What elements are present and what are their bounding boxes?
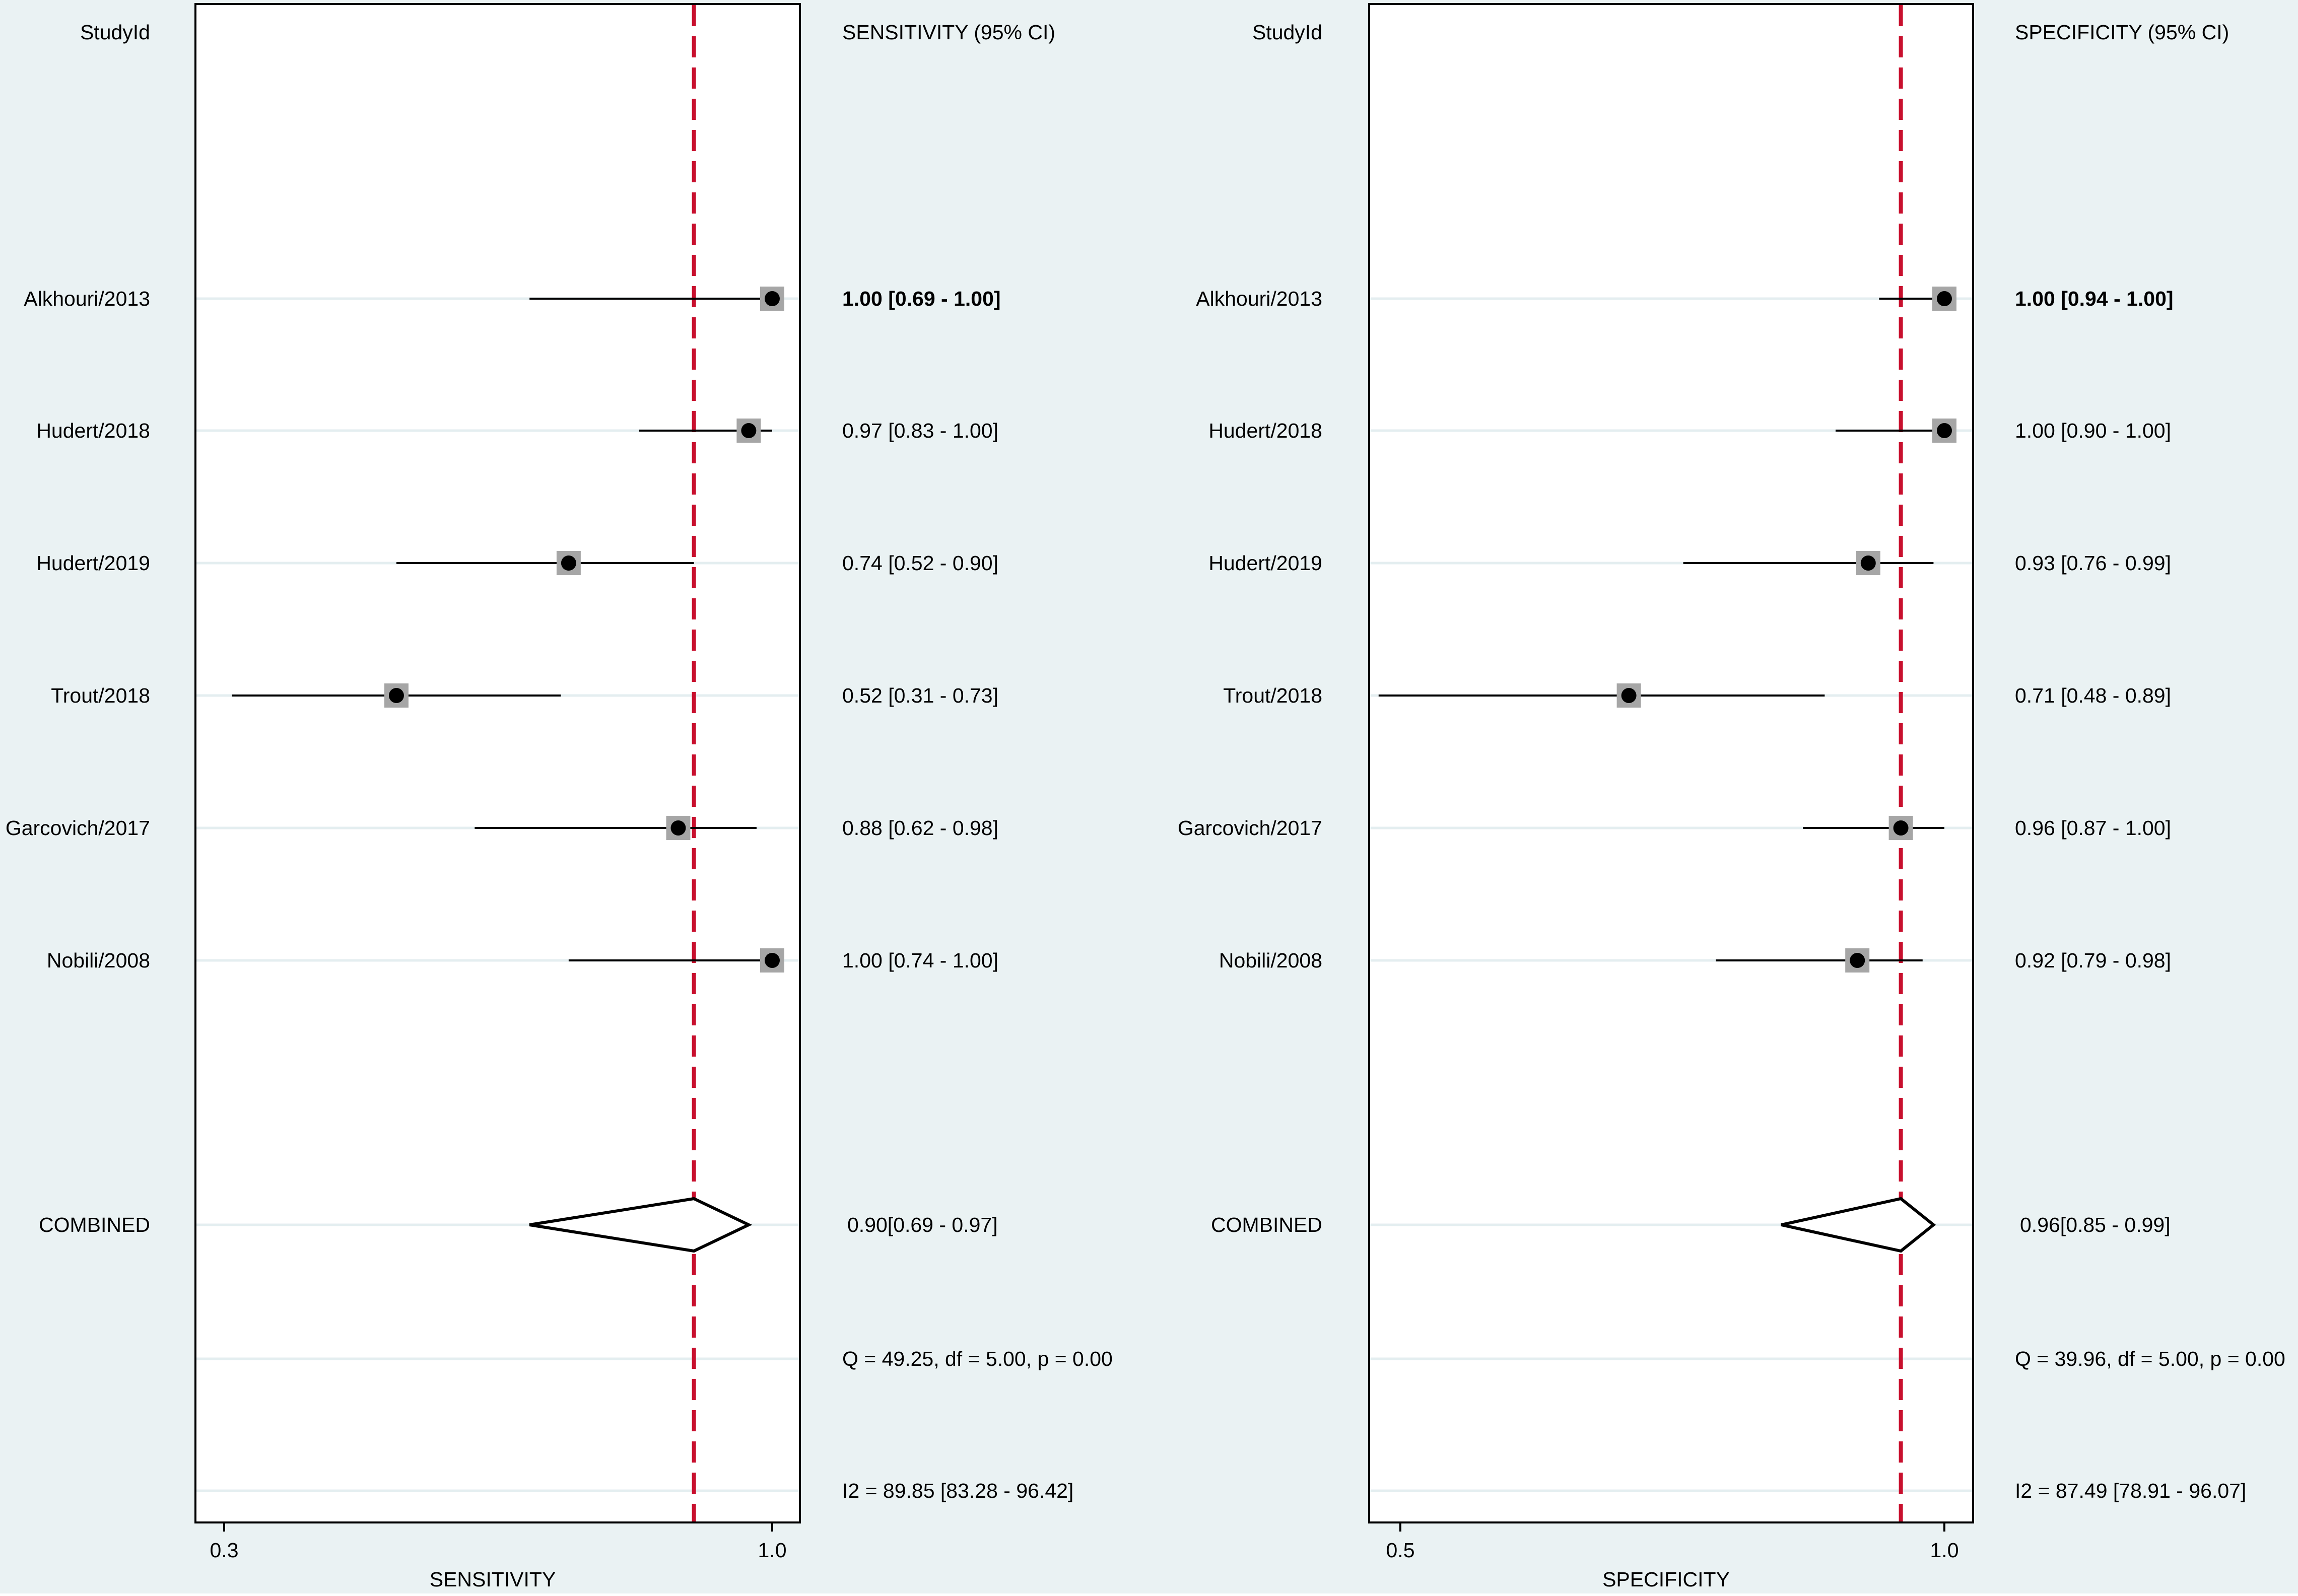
panel-2-estimate-label: 0.93 [0.76 - 0.99] <box>2015 551 2171 575</box>
panel-2-estimate-label: 1.00 [0.94 - 1.00] <box>2015 287 2174 310</box>
panel-2-study-name: Alkhouri/2013 <box>1196 287 1322 310</box>
panel-2-plot-area <box>1368 3 1974 1523</box>
panel-1-q-statistic: Q = 49.25, df = 5.00, p = 0.00 <box>842 1347 1113 1370</box>
panel-1-point-estimate <box>388 688 404 703</box>
panel-2-combined-name: COMBINED <box>1211 1213 1322 1236</box>
panel-1-study-name: Trout/2018 <box>51 684 150 707</box>
panel-2-x-axis-label: SPECIFICITY <box>1602 1568 1730 1591</box>
panel-2-x-tick-label: 0.5 <box>1386 1539 1415 1562</box>
panel-1-x-axis-label: SENSITIVITY <box>430 1568 556 1591</box>
panel-1-combined-name: COMBINED <box>39 1213 150 1236</box>
panel-2-estimate-label: 0.92 [0.79 - 0.98] <box>2015 949 2171 972</box>
panel-1-point-estimate <box>765 953 780 968</box>
panel-2-study-name: Trout/2018 <box>1223 684 1322 707</box>
panel-2-study-name: Hudert/2019 <box>1208 551 1322 575</box>
panel-2-estimate-label: 0.96 [0.87 - 1.00] <box>2015 816 2171 840</box>
panel-1-combined-diamond <box>529 1197 753 1253</box>
panel-2-point-estimate <box>1937 291 1952 306</box>
panel-1-study-name: Hudert/2018 <box>36 419 150 442</box>
panel-1-estimate-label: 0.52 [0.31 - 0.73] <box>842 684 998 707</box>
panel-2-study-name: Garcovich/2017 <box>1178 816 1322 840</box>
panel-1-estimate-label: 1.00 [0.74 - 1.00] <box>842 949 998 972</box>
panel-2-point-estimate <box>1621 688 1637 703</box>
panel-2-combined-label: 0.96[0.85 - 0.99] <box>2020 1213 2171 1236</box>
panel-2-q-statistic: Q = 39.96, df = 5.00, p = 0.00 <box>2015 1347 2285 1370</box>
panel-1-point-estimate <box>741 423 757 438</box>
panel-1-study-name: Alkhouri/2013 <box>24 287 150 310</box>
panel-1-study-name: Garcovich/2017 <box>6 816 150 840</box>
panel-1-combined-label: 0.90[0.69 - 0.97] <box>847 1213 998 1236</box>
panel-2-combined-diamond <box>1781 1197 1936 1253</box>
panel-2-study-name: Hudert/2018 <box>1208 419 1322 442</box>
panel-1-study-name: Hudert/2019 <box>36 551 150 575</box>
panel-1-estimate-label: 0.97 [0.83 - 1.00] <box>842 419 998 442</box>
panel-1-estimate-label: 0.74 [0.52 - 0.90] <box>842 551 998 575</box>
panel-2-estimate-label: 0.71 [0.48 - 0.89] <box>2015 684 2171 707</box>
panel-1-point-estimate <box>765 291 780 306</box>
panel-1-estimate-label: 0.88 [0.62 - 0.98] <box>842 816 998 840</box>
panel-2-point-estimate <box>1850 953 1865 968</box>
panel-1-x-tick-label: 1.0 <box>758 1539 787 1562</box>
panel-2-point-estimate <box>1860 556 1876 571</box>
panel-1-point-estimate <box>561 556 576 571</box>
panel-2-studyid-header: StudyId <box>1252 21 1322 44</box>
panel-2-estimate-header: SPECIFICITY (95% CI) <box>2015 21 2229 44</box>
panel-1-x-tick-label: 0.3 <box>210 1539 239 1562</box>
panel-1-plot-area <box>194 3 801 1523</box>
panel-2-x-tick-label: 1.0 <box>1930 1539 1959 1562</box>
panel-2-point-estimate <box>1937 423 1952 438</box>
panel-1-estimate-header: SENSITIVITY (95% CI) <box>842 21 1055 44</box>
panel-1-point-estimate <box>670 820 686 836</box>
panel-1-estimate-label: 1.00 [0.69 - 1.00] <box>842 287 1001 310</box>
panel-2-i2-statistic: I2 = 87.49 [78.91 - 96.07] <box>2015 1479 2246 1502</box>
panel-1-study-name: Nobili/2008 <box>47 949 150 972</box>
panel-2-estimate-label: 1.00 [0.90 - 1.00] <box>2015 419 2171 442</box>
panel-1-studyid-header: StudyId <box>80 21 150 44</box>
panel-2-point-estimate <box>1893 820 1909 836</box>
panel-2-study-name: Nobili/2008 <box>1219 949 1322 972</box>
panel-1-i2-statistic: I2 = 89.85 [83.28 - 96.42] <box>842 1479 1073 1502</box>
